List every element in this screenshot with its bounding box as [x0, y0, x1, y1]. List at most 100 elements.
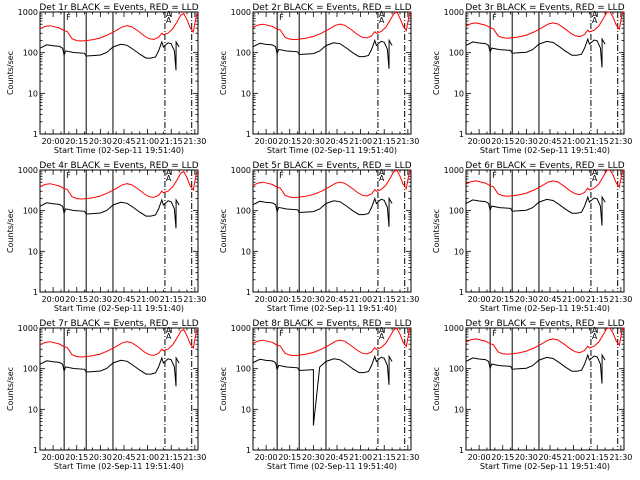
x-axis-label: Start Time (02-Sep-11 19:51:40) [54, 462, 184, 471]
x-tick-label: 20:45 [538, 453, 561, 462]
x-tick-label: 20:15 [278, 453, 301, 462]
annotation-label: F [492, 171, 497, 180]
x-tick-label: 20:15 [65, 137, 88, 146]
x-axis-label: Start Time (02-Sep-11 19:51:40) [267, 146, 397, 155]
x-tick-label: 21:30 [609, 137, 632, 146]
x-tick-label: 20:15 [278, 137, 301, 146]
y-tick-label: 1000 [231, 324, 251, 333]
x-tick-label: 20:30 [515, 137, 538, 146]
x-tick-label: 21:15 [160, 295, 183, 304]
x-tick-label: 20:30 [302, 453, 325, 462]
x-tick-label: 20:45 [325, 453, 348, 462]
x-tick-label: 20:30 [89, 137, 112, 146]
annotation-label: A [379, 332, 385, 341]
x-tick-label: 20:45 [538, 295, 561, 304]
x-axis-label: Start Time (02-Sep-11 19:51:40) [480, 462, 610, 471]
plot-frame [39, 169, 199, 293]
plot-frame [252, 11, 412, 135]
y-tick-label: 100 [23, 49, 38, 58]
x-tick-label: 21:00 [562, 295, 585, 304]
plot-frame [465, 11, 625, 135]
x-tick-label: 21:30 [183, 137, 206, 146]
annotation-label: F [279, 171, 284, 180]
x-tick-label: 20:30 [302, 295, 325, 304]
annotation-label: A [166, 332, 172, 341]
plot-frame [39, 327, 199, 451]
chart-panel-det-2: 1 10 100 1000 20:00 20:15 20:30 20:45 21:00 21:15… [219, 3, 419, 155]
x-tick-label: 20:30 [89, 453, 112, 462]
chart-panel-det-7: 1 10 100 1000 20:00 20:15 20:30 20:45 21:00 21:15… [6, 319, 206, 471]
y-tick-label: 100 [236, 207, 251, 216]
events-series-line [465, 353, 606, 384]
y-axis-label: Counts/sec [432, 51, 441, 95]
lld-series-line [465, 169, 625, 197]
y-axis-label: Counts/sec [6, 209, 15, 253]
x-tick-label: 20:00 [468, 295, 491, 304]
x-tick-label: 21:00 [136, 137, 159, 146]
y-tick-label: 1 [246, 288, 251, 297]
panel-title: Det 4r BLACK = Events, RED = LLD [39, 161, 198, 171]
x-tick-label: 20:15 [491, 295, 514, 304]
y-tick-label: 100 [449, 365, 464, 374]
lld-series-line [39, 170, 199, 200]
x-tick-label: 21:30 [396, 137, 419, 146]
y-tick-label: 10 [28, 247, 38, 256]
panel-title: Det 1r BLACK = Events, RED = LLD [39, 3, 198, 13]
y-tick-label: 1000 [231, 8, 251, 17]
y-tick-label: 1000 [18, 166, 38, 175]
x-tick-label: 20:30 [515, 295, 538, 304]
y-tick-label: 1000 [18, 8, 38, 17]
x-tick-label: 21:30 [183, 295, 206, 304]
panel-title: Det 5r BLACK = Events, RED = LLD [252, 161, 411, 171]
plot-frame [252, 169, 412, 293]
x-axis-label: Start Time (02-Sep-11 19:51:40) [54, 304, 184, 313]
y-tick-label: 100 [449, 49, 464, 58]
x-tick-label: 21:00 [349, 295, 372, 304]
y-tick-label: 1 [246, 446, 251, 455]
y-tick-label: 100 [23, 365, 38, 374]
y-tick-label: 1000 [231, 166, 251, 175]
panel-title: Det 7r BLACK = Events, RED = LLD [39, 319, 198, 329]
x-tick-label: 21:15 [373, 295, 396, 304]
events-series-line [465, 37, 606, 68]
annotation-label: F [279, 329, 284, 338]
y-tick-label: 10 [454, 89, 464, 98]
y-tick-label: 1 [459, 288, 464, 297]
annotation-label: A [166, 168, 172, 177]
panel-title: Det 3r BLACK = Events, RED = LLD [465, 3, 624, 13]
y-tick-label: 100 [449, 207, 464, 216]
x-tick-label: 21:00 [349, 453, 372, 462]
y-tick-label: 10 [454, 405, 464, 414]
annotation-label: A [592, 174, 598, 183]
y-tick-label: 10 [28, 405, 38, 414]
annotation-label: A [166, 16, 172, 25]
annotation-label: A [379, 10, 385, 19]
panel-title: Det 8r BLACK = Events, RED = LLD [252, 319, 411, 329]
y-axis-label: Counts/sec [432, 209, 441, 253]
annotation-label: A [379, 16, 385, 25]
annotation-label: A [166, 10, 172, 19]
x-tick-label: 21:00 [562, 137, 585, 146]
annotation-label: F [492, 329, 497, 338]
y-tick-label: 1 [33, 446, 38, 455]
x-tick-label: 21:15 [373, 453, 396, 462]
y-axis-label: Counts/sec [219, 209, 228, 253]
x-tick-label: 20:45 [538, 137, 561, 146]
x-axis-label: Start Time (02-Sep-11 19:51:40) [267, 462, 397, 471]
y-tick-label: 10 [241, 89, 251, 98]
annotation-label: F [492, 13, 497, 22]
x-tick-label: 20:00 [42, 295, 65, 304]
x-tick-label: 21:30 [396, 295, 419, 304]
y-tick-label: 1 [459, 446, 464, 455]
y-tick-label: 1000 [18, 324, 38, 333]
events-series-line [252, 196, 393, 227]
annotation-label: F [66, 171, 71, 180]
x-tick-label: 20:45 [325, 137, 348, 146]
plot-frame [465, 327, 625, 451]
x-tick-label: 20:00 [255, 295, 278, 304]
events-series-line [252, 354, 393, 426]
x-tick-label: 21:30 [609, 295, 632, 304]
annotation-label: A [379, 174, 385, 183]
x-tick-label: 20:00 [255, 453, 278, 462]
chart-panel-det-8: 1 10 100 1000 20:00 20:15 20:30 20:45 21:00 21:15… [219, 319, 419, 471]
